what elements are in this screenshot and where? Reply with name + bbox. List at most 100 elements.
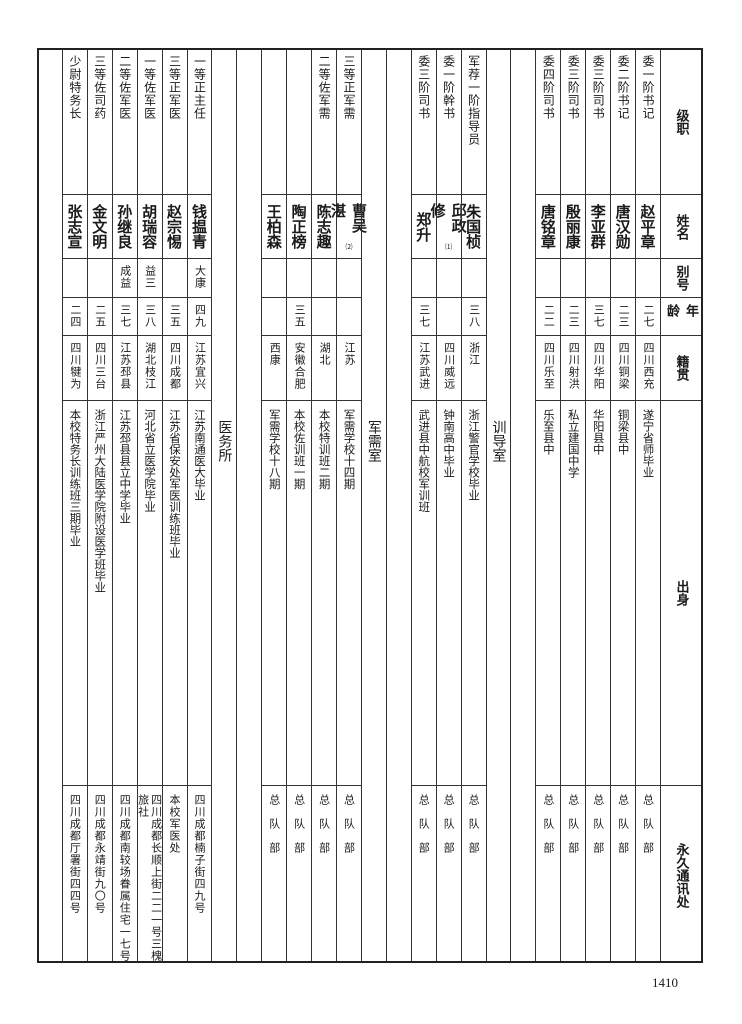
native-cell: 四川成都 xyxy=(162,335,187,400)
rank-text: 委三阶司书 xyxy=(416,55,431,120)
age-cell: 三八 xyxy=(461,297,486,335)
section-label: 军需室 xyxy=(365,420,382,462)
empty-column xyxy=(37,50,62,961)
age-text: 三五 xyxy=(293,304,307,328)
rank-text: 委四阶司书 xyxy=(541,55,556,120)
native-cell: 江苏邳县 xyxy=(112,335,137,400)
rank-cell: 少尉特务长 xyxy=(63,50,87,194)
table-row: 王柏森 西康 军需学校十八期 总队部 xyxy=(261,50,287,961)
header-rank: 级职 xyxy=(673,109,689,135)
alias-text: 益三 xyxy=(143,265,157,289)
alias-cell: 成益 xyxy=(112,258,137,297)
table-row: 委一阶幹书 邱政修 ⑴ 四川威远 钟南高中毕业 总队部 xyxy=(429,50,468,961)
name-text: 赵宗惕 xyxy=(165,204,184,249)
age-text: 二四 xyxy=(68,304,82,328)
rank-text: 三等佐司药 xyxy=(92,55,107,120)
age-cell: 二三 xyxy=(611,297,636,335)
origin-text: 军需学校十八期 xyxy=(267,409,282,490)
native-text: 江苏邳县 xyxy=(118,342,132,390)
age-cell: 三五 xyxy=(162,297,187,335)
empty-column xyxy=(385,50,411,961)
native-cell: 四川华阳 xyxy=(586,335,611,400)
alias-text: 大康 xyxy=(193,265,207,289)
alias-cell xyxy=(312,258,337,297)
age-text: 二三 xyxy=(567,304,581,328)
address-cell: 总队部 xyxy=(312,785,337,965)
address-cell: 四川成都南较场眷属住宅一七号 xyxy=(112,785,137,965)
alias-cell xyxy=(461,258,486,297)
alias-cell xyxy=(411,258,436,297)
name-text: 陶正榜 xyxy=(289,204,308,249)
address-cell: 总队部 xyxy=(561,785,586,965)
address-text: 四川成都长顺上街二二一号三槐旅社 xyxy=(136,794,163,962)
header-address: 永久通讯处 xyxy=(661,785,701,965)
native-text: 江苏宜兴 xyxy=(193,342,207,390)
native-text: 四川射洪 xyxy=(567,342,581,390)
origin-text: 江苏南通医大毕业 xyxy=(192,409,207,501)
native-cell: 四川乐至 xyxy=(536,335,561,400)
age-cell: 二四 xyxy=(62,297,87,335)
name-cell: 王柏森 xyxy=(262,194,287,258)
age-cell: 四九 xyxy=(187,297,212,335)
age-cell: 三七 xyxy=(411,297,436,335)
address-cell: 总队部 xyxy=(262,785,287,965)
name-cell: 金文明 xyxy=(87,194,112,258)
address-cell: 四川成都长顺上街二二一号三槐旅社 xyxy=(136,785,163,965)
native-cell: 江苏武进 xyxy=(411,335,436,400)
origin-cell: 遂宁省师毕业 xyxy=(636,400,660,785)
age-cell: 二七 xyxy=(636,297,660,335)
origin-text: 军需学校十四期 xyxy=(342,409,357,490)
name-text: 曹吴湛 xyxy=(328,203,368,233)
native-cell: 四川犍为 xyxy=(62,335,87,400)
native-text: 四川乐至 xyxy=(542,342,556,390)
alias-cell xyxy=(636,258,660,297)
native-text: 浙江 xyxy=(467,342,481,366)
rank-cell: 三等正军需 xyxy=(337,50,361,194)
rank-text: 委一阶幹书 xyxy=(441,55,456,120)
alias-cell xyxy=(262,258,287,297)
alias-cell xyxy=(162,258,187,297)
origin-cell: 钟南高中毕业 xyxy=(436,400,461,785)
name-cell: 唐铭章 xyxy=(536,194,561,258)
alias-cell: 大康 xyxy=(187,258,212,297)
table-row: 委四阶司书 唐铭章 二二 四川乐至 乐至县中 总队部 xyxy=(535,50,561,961)
alias-cell xyxy=(611,258,636,297)
native-text: 江苏 xyxy=(342,342,356,366)
alias-cell xyxy=(586,258,611,297)
origin-text: 遂宁省师毕业 xyxy=(641,409,656,478)
header-alias: 别号 xyxy=(661,258,701,297)
table-row: 一等佐军医 胡瑞容 益三 三八 湖北枝江 河北省立医学院毕业 四川成都长顺上街二二一号三槐旅… xyxy=(137,50,163,962)
rank-cell: 二等佐军需 xyxy=(312,50,336,194)
table-row: 三等佐司药 金文明 二五 四川三台 浙江严州大陆医学院附设医学班毕业 四川成都永靖街九〇号 xyxy=(86,50,112,961)
alias-text: 成益 xyxy=(118,265,132,289)
table-row: 委三阶司书 郑升 三七 江苏武进 武进县中航校军训班 总队部 xyxy=(410,50,436,961)
origin-cell: 浙江严州大陆医学院附设医学班毕业 xyxy=(87,400,112,785)
rank-text: 委三阶司书 xyxy=(591,55,606,120)
rank-cell: 委三阶司书 xyxy=(586,50,610,194)
origin-text: 私立建国中学 xyxy=(566,409,581,478)
alias-cell xyxy=(287,258,312,297)
origin-text: 浙江警官学校毕业 xyxy=(467,409,482,501)
rank-cell: 委一阶幹书 xyxy=(437,50,461,194)
name-cell: 殷丽康 xyxy=(561,194,586,258)
address-text: 总队部 xyxy=(541,794,555,866)
origin-text: 江苏省保安处军医训练班毕业 xyxy=(168,409,183,559)
native-text: 西康 xyxy=(268,342,282,366)
age-text: 三五 xyxy=(168,304,182,328)
address-text: 四川成都厅署街四四号 xyxy=(68,794,82,914)
name-text: 赵平章 xyxy=(638,204,657,249)
address-text: 总队部 xyxy=(292,794,306,866)
table-row: 二等佐军需 陈志趣 湖北 本校特训班二期 总队部 xyxy=(311,50,337,961)
age-cell: 三八 xyxy=(137,297,162,335)
address-cell: 总队部 xyxy=(586,785,611,965)
name-cell: 胡瑞容 xyxy=(137,194,162,258)
origin-cell: 华阳县中 xyxy=(586,400,611,785)
native-cell: 四川威远 xyxy=(436,335,461,400)
rank-cell: 二等佐军医 xyxy=(113,50,137,194)
age-text: 四九 xyxy=(193,304,207,328)
table-row: 三等正军医 赵宗惕 三五 四川成都 江苏省保安处军医训练班毕业 本校军医处 xyxy=(161,50,187,961)
origin-text: 武进县中航校军训班 xyxy=(417,409,432,513)
rank-text: 二等佐军医 xyxy=(117,55,132,120)
origin-cell: 浙江警官学校毕业 xyxy=(461,400,486,785)
age-cell: 三七 xyxy=(112,297,137,335)
